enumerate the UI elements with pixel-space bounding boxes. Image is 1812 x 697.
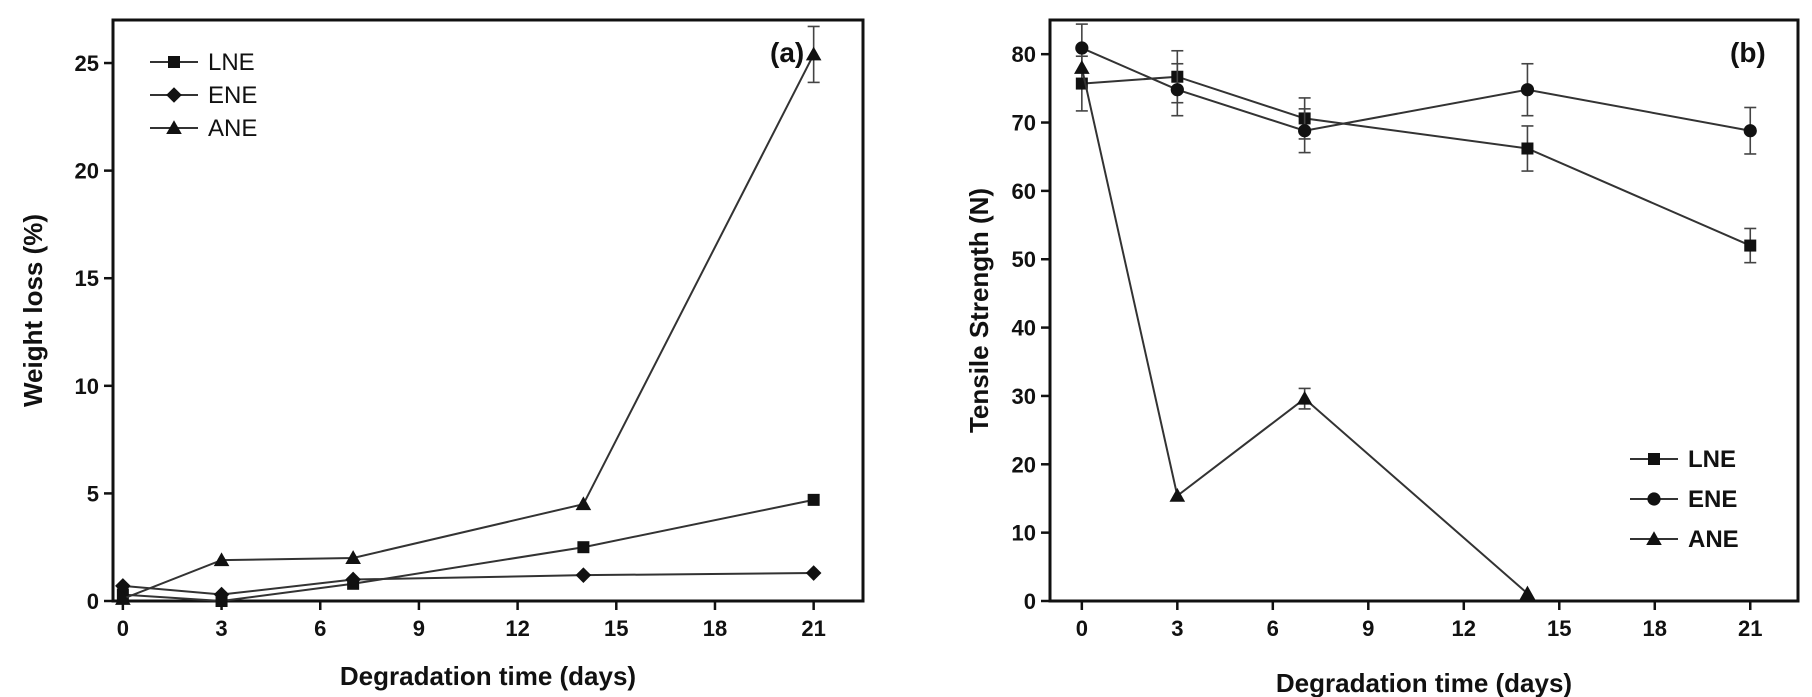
x-tick-label: 15 bbox=[604, 616, 628, 641]
y-tick-label: 10 bbox=[1012, 521, 1036, 546]
y-tick-label: 40 bbox=[1012, 316, 1036, 341]
legend-marker bbox=[1648, 453, 1660, 465]
y-tick-label: 5 bbox=[87, 481, 99, 506]
data-point bbox=[115, 591, 131, 605]
y-tick-label: 25 bbox=[75, 51, 99, 76]
x-tick-label: 0 bbox=[1076, 616, 1088, 641]
data-point bbox=[805, 46, 822, 61]
y-tick-label: 0 bbox=[1024, 589, 1036, 614]
x-tick-label: 21 bbox=[1738, 616, 1762, 641]
series-ane bbox=[1074, 60, 1536, 600]
legend-marker bbox=[166, 120, 182, 134]
x-tick-label: 12 bbox=[505, 616, 529, 641]
x-tick-label: 6 bbox=[314, 616, 326, 641]
y-tick-label: 20 bbox=[1012, 452, 1036, 477]
panel-label: (a) bbox=[770, 37, 804, 68]
legend-entry: ANE bbox=[1688, 526, 1739, 553]
x-tick-label: 15 bbox=[1547, 616, 1571, 641]
x-tick-label: 3 bbox=[1171, 616, 1183, 641]
data-point bbox=[807, 493, 820, 506]
data-point bbox=[1743, 124, 1757, 138]
data-point bbox=[575, 496, 592, 511]
data-point bbox=[1520, 83, 1535, 97]
x-tick-label: 18 bbox=[1643, 616, 1667, 641]
x-tick-label: 18 bbox=[703, 616, 727, 641]
y-axis-label: Tensile Strength (N) bbox=[964, 188, 994, 433]
legend-entry: ENE bbox=[208, 82, 257, 109]
series-ane bbox=[115, 25, 822, 605]
data-point bbox=[1296, 390, 1313, 405]
legend-marker bbox=[166, 87, 182, 103]
data-point bbox=[575, 567, 592, 583]
legend: LNE ENE ANE bbox=[150, 49, 257, 142]
data-point bbox=[115, 578, 131, 594]
data-point bbox=[213, 552, 230, 567]
y-tick-label: 30 bbox=[1012, 384, 1036, 409]
data-point bbox=[1744, 239, 1757, 252]
y-tick-label: 80 bbox=[1012, 42, 1036, 67]
legend-entry: ENE bbox=[1688, 486, 1737, 513]
data-point bbox=[1298, 124, 1312, 138]
plot-frame bbox=[111, 18, 865, 603]
data-point bbox=[1169, 487, 1186, 502]
series-line bbox=[1080, 67, 1529, 595]
x-tick-label: 21 bbox=[801, 616, 825, 641]
x-tick-label: 3 bbox=[215, 616, 227, 641]
y-tick-label: 0 bbox=[87, 589, 99, 614]
legend-marker bbox=[1646, 531, 1662, 545]
panel-a-weight-loss-chart: 0 3 6 9 12 15 18 21 0 5 10 15 20 25 Degradation time (… bbox=[18, 18, 865, 691]
data-point bbox=[805, 565, 822, 581]
y-tick-label: 15 bbox=[75, 266, 99, 291]
data-point bbox=[1521, 142, 1534, 155]
x-tick-label: 6 bbox=[1267, 616, 1279, 641]
y-tick-label: 60 bbox=[1012, 179, 1036, 204]
y-tick-label: 50 bbox=[1012, 247, 1036, 272]
series-ene bbox=[1075, 23, 1757, 155]
data-point bbox=[577, 541, 590, 554]
y-tick-label: 10 bbox=[75, 374, 99, 399]
data-point bbox=[1170, 83, 1184, 97]
data-point bbox=[1075, 41, 1089, 55]
legend: LNE ENE ANE bbox=[1630, 446, 1739, 553]
y-axis-label: Weight loss (%) bbox=[18, 214, 48, 407]
data-point bbox=[345, 550, 361, 564]
x-tick-label: 0 bbox=[117, 616, 129, 641]
legend-marker bbox=[168, 56, 180, 68]
x-tick-label: 9 bbox=[1362, 616, 1374, 641]
x-axis-label: Degradation time (days) bbox=[1276, 668, 1572, 697]
x-tick-label: 9 bbox=[413, 616, 425, 641]
series-ene bbox=[115, 565, 822, 603]
panel-b-tensile-strength-chart: 0 3 6 9 12 15 18 21 0 10 20 30 40 50 60 70 80 Degradation… bbox=[964, 18, 1800, 697]
y-tick-label: 20 bbox=[75, 159, 99, 184]
y-tick-label: 70 bbox=[1012, 111, 1036, 136]
legend-entry: LNE bbox=[208, 49, 255, 76]
legend-marker bbox=[1647, 492, 1661, 506]
data-point bbox=[1519, 585, 1536, 600]
x-tick-label: 12 bbox=[1452, 616, 1476, 641]
plot-frame bbox=[1048, 18, 1800, 603]
x-axis-label: Degradation time (days) bbox=[340, 661, 636, 691]
legend-entry: ANE bbox=[208, 115, 257, 142]
data-point bbox=[1074, 60, 1090, 74]
data-point bbox=[345, 571, 361, 588]
panel-label: (b) bbox=[1730, 37, 1766, 68]
series-line bbox=[122, 572, 814, 596]
data-point bbox=[213, 586, 230, 603]
legend-entry: LNE bbox=[1688, 446, 1736, 473]
series-line bbox=[122, 498, 814, 603]
